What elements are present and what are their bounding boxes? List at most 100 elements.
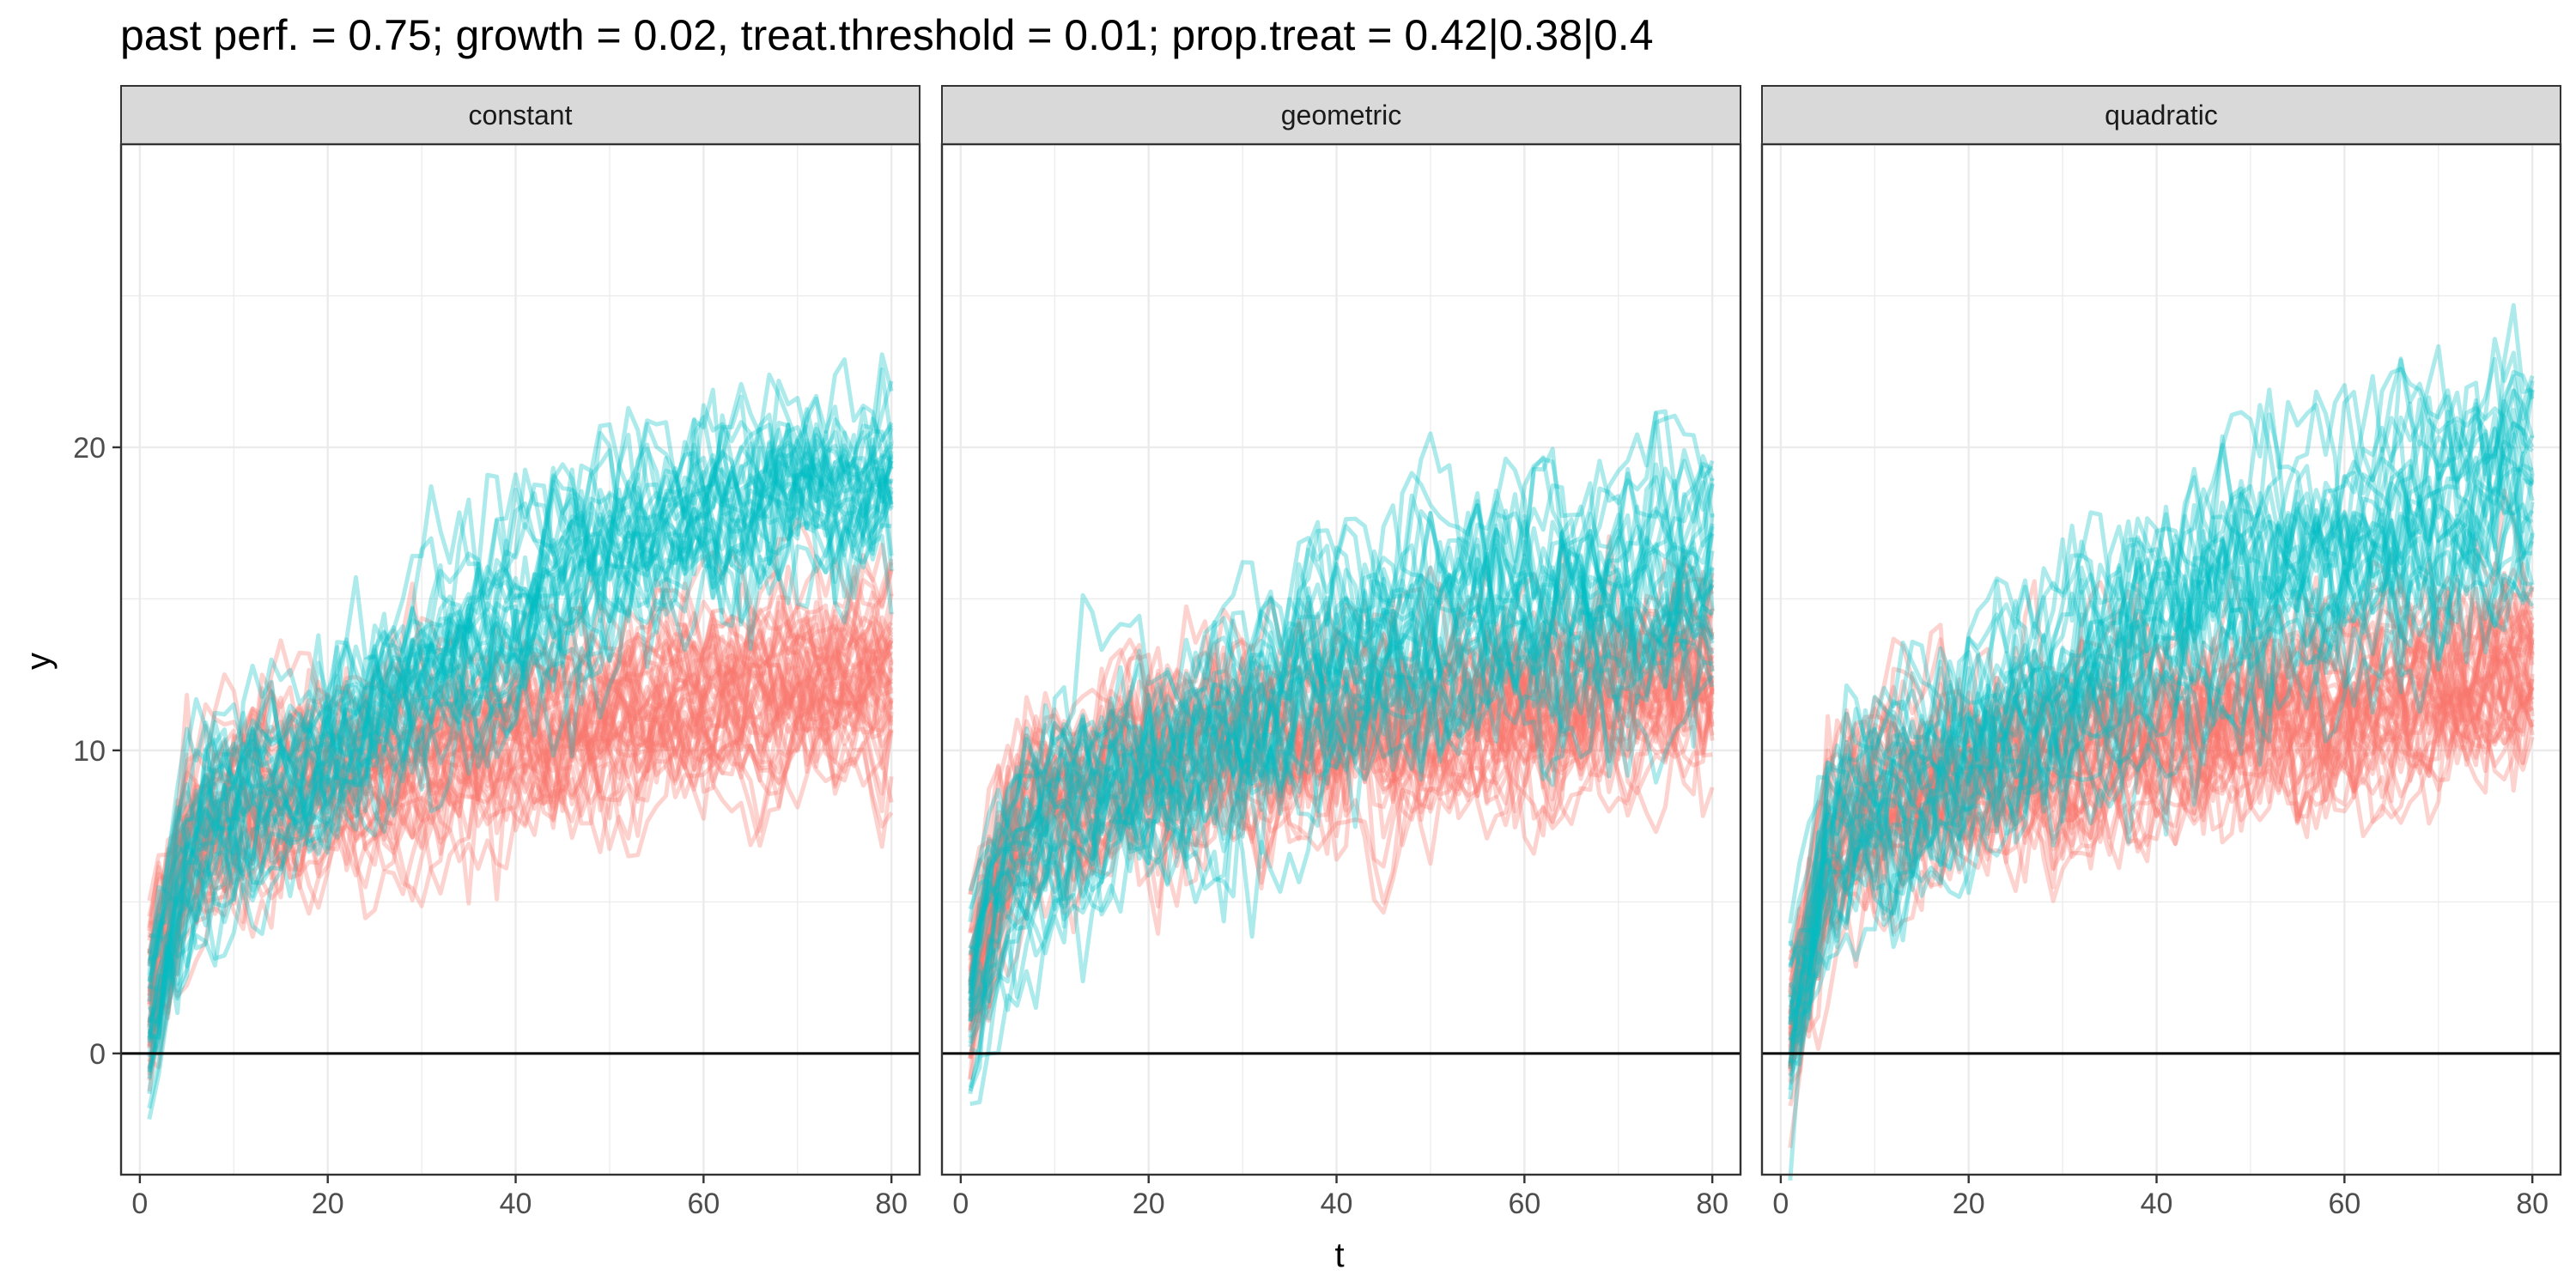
series-line-control bbox=[968, 562, 1715, 1059]
series-line-control bbox=[968, 568, 1715, 896]
series-line-treated bbox=[147, 367, 894, 989]
series-line-control bbox=[147, 658, 894, 1048]
series-line-treated bbox=[147, 437, 894, 982]
series-line-control bbox=[149, 565, 894, 926]
series-line-control bbox=[147, 659, 894, 1006]
series-line-treated bbox=[969, 557, 1715, 1056]
series-line-control bbox=[147, 577, 894, 1005]
panel-border bbox=[940, 143, 1742, 1176]
series-line-treated bbox=[1788, 421, 2535, 1066]
facet-label: constant bbox=[469, 100, 573, 131]
series-line-control bbox=[968, 624, 1715, 962]
series-line-control bbox=[1788, 656, 2535, 1052]
series-line-control bbox=[968, 674, 1714, 1029]
x-tick-label: 20 bbox=[1133, 1188, 1165, 1220]
series-line-treated bbox=[1788, 358, 2535, 924]
series-line-control bbox=[148, 517, 894, 943]
series-line-treated bbox=[968, 493, 1714, 1022]
series-line-treated bbox=[968, 519, 1714, 1001]
series-line-treated bbox=[968, 504, 1715, 988]
series-line-control bbox=[968, 606, 1715, 987]
series-line-control bbox=[1788, 657, 2534, 1083]
series-line-treated bbox=[1789, 511, 2535, 1046]
series-line-treated bbox=[1788, 356, 2535, 1026]
series-line-treated bbox=[148, 440, 894, 961]
series-line-control bbox=[1788, 626, 2535, 1067]
x-tick-label: 40 bbox=[500, 1188, 532, 1220]
series-line-treated bbox=[1789, 451, 2535, 1043]
series-line-treated bbox=[968, 544, 1715, 1022]
series-line-treated bbox=[1788, 427, 2534, 1021]
series-line-treated bbox=[147, 418, 894, 1002]
series-line-treated bbox=[1789, 495, 2535, 1018]
series-line-control bbox=[147, 600, 894, 993]
y-tick-label: 20 bbox=[73, 432, 106, 465]
series-line-treated bbox=[147, 430, 893, 1021]
series-line-treated bbox=[1788, 423, 2535, 969]
y-tick-label: 10 bbox=[73, 735, 106, 768]
series-line-treated bbox=[1788, 337, 2535, 1024]
series-line-treated bbox=[147, 393, 894, 963]
x-tick-label: 20 bbox=[1953, 1188, 1985, 1220]
series-line-control bbox=[968, 622, 1713, 1009]
series-line-control bbox=[147, 615, 894, 956]
series-line-treated bbox=[147, 467, 894, 1109]
series-line-treated bbox=[147, 448, 894, 1042]
series-line-control bbox=[1788, 594, 2535, 1085]
series-line-control bbox=[147, 648, 893, 1024]
series-line-treated bbox=[147, 453, 894, 1035]
series-line-control bbox=[968, 574, 1715, 985]
series-line-control bbox=[968, 581, 1714, 1018]
series-line-control bbox=[968, 569, 1715, 972]
series-line-control bbox=[1788, 671, 2535, 1054]
series-line-control bbox=[968, 668, 1715, 1060]
series-line-control bbox=[1788, 669, 2535, 1060]
series-line-treated bbox=[968, 447, 1715, 982]
series-line-treated bbox=[147, 357, 894, 976]
series-line-control bbox=[147, 637, 894, 1040]
series-line-control bbox=[1788, 575, 2535, 1024]
series-line-control bbox=[1788, 622, 2535, 1048]
series-line-control bbox=[147, 578, 894, 964]
series-line-treated bbox=[147, 379, 894, 1079]
series-line-control bbox=[147, 711, 894, 1047]
series-line-control bbox=[968, 593, 1715, 1024]
plot-background bbox=[942, 144, 1741, 1175]
series-line-treated bbox=[1788, 509, 2535, 1078]
series-line-control bbox=[968, 617, 1713, 995]
series-line-treated bbox=[968, 480, 1715, 1016]
series-line-control bbox=[968, 631, 1715, 973]
series-line-treated bbox=[1788, 432, 2534, 1047]
chart-title: past perf. = 0.75; growth = 0.02, treat.… bbox=[120, 11, 1654, 59]
series-line-control bbox=[147, 680, 894, 1036]
series-line-control bbox=[968, 577, 1715, 1005]
series-line-treated bbox=[1788, 431, 2535, 1064]
series-line-control bbox=[968, 635, 1713, 957]
facet-panels: constant 0 20 40 60 80 0 10 20 geometric 0 20 40 60 80… bbox=[73, 85, 2562, 1220]
series-line-control bbox=[147, 693, 894, 1005]
series-line-control bbox=[1788, 661, 2535, 1107]
series-line-control bbox=[968, 628, 1715, 991]
series-line-control bbox=[147, 594, 894, 1022]
x-tick-label: 0 bbox=[952, 1188, 969, 1220]
x-tick-label: 40 bbox=[1321, 1188, 1353, 1220]
series-line-control bbox=[1788, 582, 2535, 1030]
series-line-treated bbox=[1788, 303, 2533, 947]
series-line-control bbox=[148, 659, 894, 1070]
series-line-treated bbox=[968, 462, 1715, 993]
series-line-control bbox=[147, 601, 894, 1036]
series-line-treated bbox=[147, 416, 894, 1056]
series-line-control bbox=[1788, 586, 2535, 1070]
series-line-treated bbox=[147, 450, 894, 965]
series-line-control bbox=[147, 562, 894, 928]
series-line-control bbox=[1788, 586, 2533, 995]
x-tick-label: 60 bbox=[2328, 1188, 2360, 1220]
series-treated bbox=[147, 352, 894, 1121]
facet-strip bbox=[120, 85, 920, 145]
series-line-treated bbox=[1789, 459, 2535, 1005]
series-line-treated bbox=[1788, 405, 2533, 975]
x-tick-label: 80 bbox=[1696, 1188, 1728, 1220]
series-line-control bbox=[968, 557, 1715, 950]
x-tick-label: 0 bbox=[1772, 1188, 1789, 1220]
series-line-treated bbox=[147, 478, 892, 1073]
